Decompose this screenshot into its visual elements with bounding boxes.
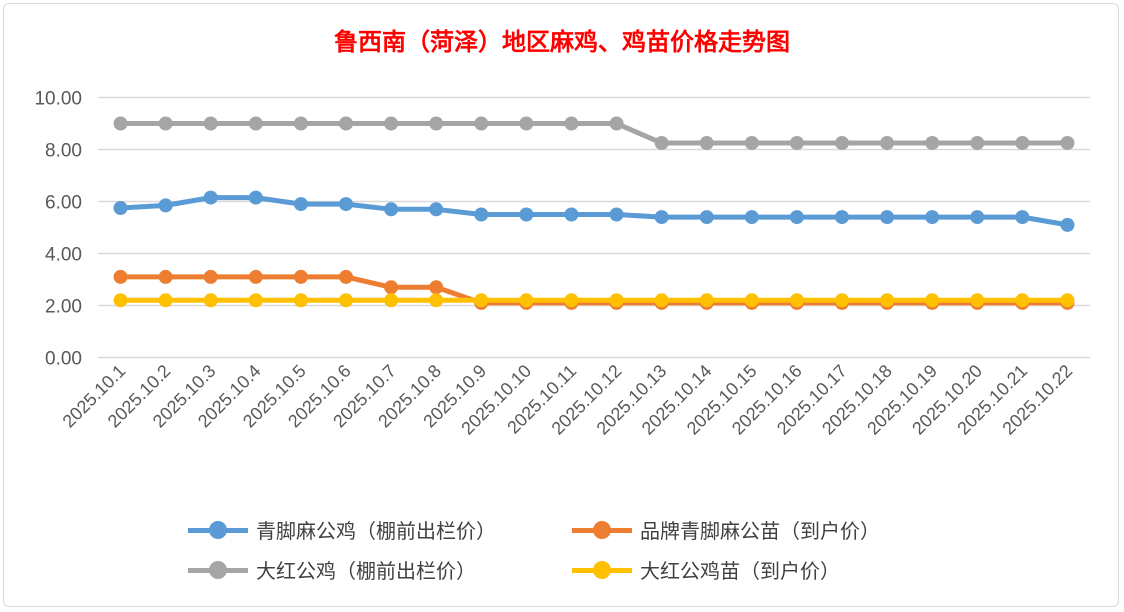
data-point bbox=[970, 136, 985, 150]
data-point bbox=[339, 269, 353, 284]
data-point bbox=[699, 136, 714, 150]
legend-marker-icon bbox=[188, 519, 248, 541]
data-point bbox=[925, 210, 940, 225]
chart-title: 鲁西南（菏泽）地区麻鸡、鸡苗价格走势图 bbox=[334, 27, 790, 56]
y-tick-label: 8.00 bbox=[45, 141, 82, 162]
y-tick-label: 4.00 bbox=[45, 245, 82, 266]
data-point bbox=[925, 136, 940, 150]
series-line bbox=[120, 274, 1068, 306]
data-point bbox=[158, 269, 173, 284]
data-point bbox=[293, 197, 308, 212]
data-point bbox=[339, 293, 353, 308]
data-point bbox=[429, 280, 444, 295]
data-point bbox=[564, 207, 579, 222]
data-point bbox=[474, 293, 489, 308]
data-point bbox=[339, 116, 353, 131]
data-point bbox=[789, 136, 804, 150]
data-point bbox=[384, 280, 399, 295]
data-point bbox=[1015, 136, 1030, 150]
legend-marker-icon bbox=[572, 519, 632, 541]
data-point bbox=[835, 293, 849, 308]
data-point bbox=[248, 190, 263, 205]
data-point bbox=[609, 116, 624, 131]
data-point bbox=[835, 210, 849, 225]
legend-item: 大红公鸡苗（到户价） bbox=[572, 555, 840, 584]
data-point bbox=[339, 197, 353, 212]
data-point bbox=[474, 116, 489, 131]
legend-label: 大红公鸡苗（到户价） bbox=[640, 559, 840, 583]
data-point bbox=[654, 293, 669, 308]
data-point bbox=[789, 293, 804, 308]
data-point bbox=[203, 269, 218, 284]
data-point bbox=[880, 210, 895, 225]
data-point bbox=[519, 116, 534, 131]
legend-marker-icon bbox=[572, 559, 632, 581]
data-point bbox=[1060, 293, 1075, 308]
data-point bbox=[384, 293, 399, 308]
data-point bbox=[429, 293, 444, 308]
data-point bbox=[564, 116, 579, 131]
data-point bbox=[789, 210, 804, 225]
data-point bbox=[158, 116, 173, 131]
data-point bbox=[113, 116, 128, 131]
data-point bbox=[293, 269, 308, 284]
series-line bbox=[120, 121, 1068, 146]
data-point bbox=[835, 136, 849, 150]
data-point bbox=[203, 293, 218, 308]
legend-item: 品牌青脚麻公苗（到户价） bbox=[572, 515, 880, 544]
data-point bbox=[970, 210, 985, 225]
legend-label: 青脚麻公鸡（棚前出栏价） bbox=[256, 519, 496, 543]
data-point bbox=[699, 293, 714, 308]
data-point bbox=[519, 207, 534, 222]
data-point bbox=[564, 293, 579, 308]
data-point bbox=[970, 293, 985, 308]
data-point bbox=[113, 269, 128, 284]
data-point bbox=[699, 210, 714, 225]
data-point bbox=[654, 210, 669, 225]
data-point bbox=[474, 207, 489, 222]
data-point bbox=[429, 202, 444, 217]
y-tick-label: 6.00 bbox=[45, 193, 82, 214]
data-point bbox=[744, 210, 759, 225]
legend-item: 大红公鸡（棚前出栏价） bbox=[188, 555, 476, 584]
data-point bbox=[384, 202, 399, 217]
data-point bbox=[1060, 217, 1075, 232]
legend-item: 青脚麻公鸡（棚前出栏价） bbox=[188, 515, 496, 544]
chart-frame bbox=[3, 3, 1119, 607]
data-point bbox=[744, 293, 759, 308]
data-point bbox=[880, 293, 895, 308]
data-point bbox=[880, 136, 895, 150]
data-point bbox=[1015, 210, 1030, 225]
data-point bbox=[248, 293, 263, 308]
data-point bbox=[293, 116, 308, 131]
data-point bbox=[519, 293, 534, 308]
data-point bbox=[248, 269, 263, 284]
y-tick-label: 0.00 bbox=[45, 349, 82, 370]
data-point bbox=[113, 293, 128, 308]
data-point bbox=[248, 116, 263, 131]
y-tick-label: 10.00 bbox=[34, 89, 82, 110]
data-point bbox=[113, 201, 128, 215]
legend-marker-icon bbox=[188, 559, 248, 581]
data-point bbox=[384, 116, 399, 131]
series-line bbox=[120, 195, 1068, 228]
data-point bbox=[429, 116, 444, 131]
legend-label: 大红公鸡（棚前出栏价） bbox=[256, 559, 476, 583]
data-point bbox=[1060, 136, 1075, 150]
data-point bbox=[609, 207, 624, 222]
data-point bbox=[203, 116, 218, 131]
data-point bbox=[925, 293, 940, 308]
data-point bbox=[1015, 293, 1030, 308]
data-point bbox=[158, 293, 173, 308]
legend-label: 品牌青脚麻公苗（到户价） bbox=[640, 519, 880, 543]
data-point bbox=[293, 293, 308, 308]
data-point bbox=[654, 136, 669, 150]
data-point bbox=[609, 293, 624, 308]
data-point bbox=[203, 190, 218, 205]
data-point bbox=[158, 198, 173, 213]
y-tick-label: 2.00 bbox=[45, 297, 82, 318]
data-point bbox=[744, 136, 759, 150]
